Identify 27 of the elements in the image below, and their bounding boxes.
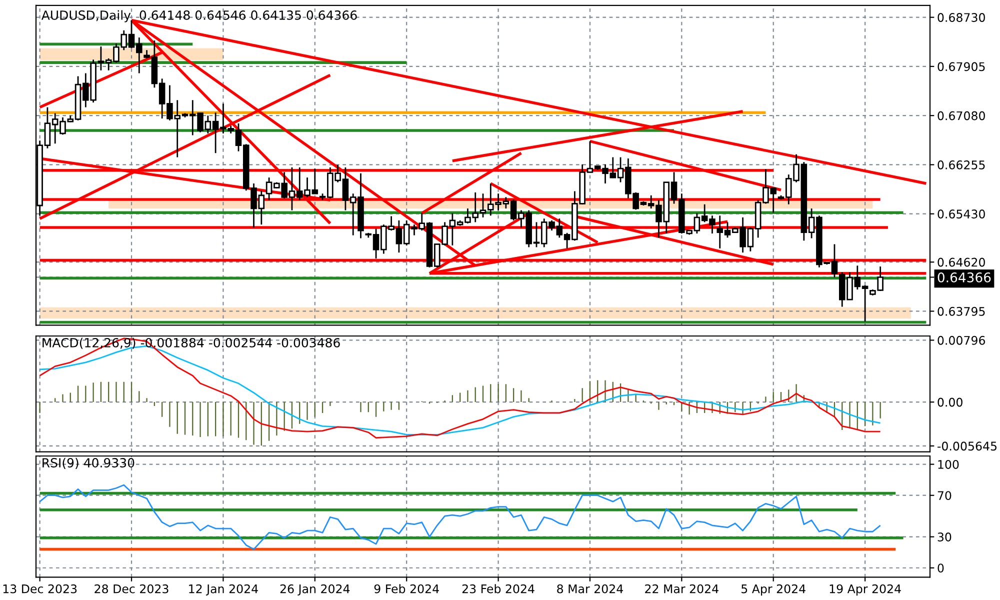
x-tick-label: 22 Mar 2024 [645, 584, 718, 594]
y-tick-label: 0.00 [938, 398, 962, 407]
x-tick-label: 12 Jan 2024 [189, 584, 258, 596]
x-tick-label: 26 Jan 2024 [280, 584, 350, 596]
y-tick-label: 0.63795 [938, 306, 985, 316]
y-tick-label: 0.64366 [938, 272, 991, 282]
y-tick-label: 0.00796 [938, 336, 986, 345]
y-tick-label: 0.67905 [938, 62, 985, 72]
x-tick-label: 8 Mar 2024 [557, 584, 623, 594]
y-tick-label: 0.68730 [938, 13, 985, 22]
x-tick-label: 5 Apr 2024 [742, 584, 806, 596]
x-tick-label: 13 Dec 2023 [3, 584, 77, 594]
y-tick-label: 0.65430 [938, 210, 985, 218]
x-tick-label: 19 Apr 2024 [830, 584, 901, 596]
chart-title: RSI(9) 40.9330 [42, 458, 134, 469]
x-tick-label: 23 Feb 2024 [462, 584, 534, 594]
y-tick-label: 30 [938, 532, 952, 542]
chart-title: AUDUSD,Daily 0.64148 0.64546 0.64135 0.64366 [41, 10, 357, 22]
x-tick-label: 28 Dec 2023 [94, 584, 168, 594]
x-tick-label: 9 Feb 2024 [374, 584, 439, 594]
y-tick-label: 0 [938, 564, 944, 573]
y-tick-label: 0.66255 [938, 160, 985, 170]
y-tick-label: 100 [938, 460, 959, 469]
y-tick-label: 70 [938, 491, 952, 500]
y-tick-label: -0.005645 [938, 442, 997, 451]
y-tick-label: 0.64620 [938, 258, 985, 267]
y-tick-label: 0.67080 [938, 111, 985, 120]
